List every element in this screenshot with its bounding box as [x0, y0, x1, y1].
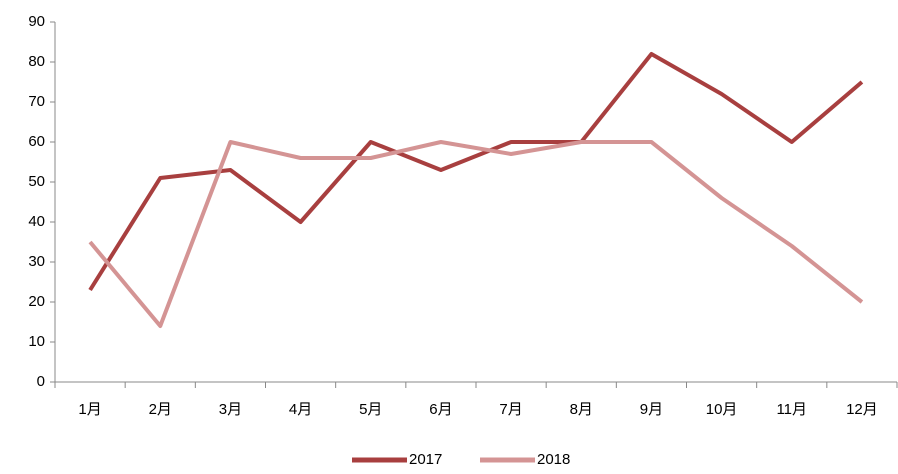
x-tick-label: 7月 — [499, 401, 522, 418]
y-tick-label: 60 — [28, 133, 45, 150]
legend-label: 2018 — [537, 451, 570, 468]
y-tick-label: 30 — [28, 253, 45, 270]
y-tick-label: 40 — [28, 213, 45, 230]
x-tick-label: 11月 — [776, 401, 807, 418]
y-tick-label: 90 — [28, 13, 45, 30]
x-tick-label: 3月 — [219, 401, 242, 418]
y-tick-label: 50 — [28, 173, 45, 190]
x-tick-label: 5月 — [359, 401, 382, 418]
x-tick-label: 10月 — [706, 401, 738, 418]
y-tick-label: 80 — [28, 53, 45, 70]
series-line — [88, 52, 864, 292]
y-tick-label: 10 — [28, 333, 45, 350]
y-tick-label: 0 — [37, 373, 45, 390]
x-tick-label: 9月 — [640, 401, 663, 418]
x-tick-label: 1月 — [78, 401, 101, 418]
y-tick-label: 70 — [28, 93, 45, 110]
x-tick-label: 2月 — [149, 401, 172, 418]
x-tick-label: 8月 — [570, 401, 593, 418]
legend-label: 2017 — [409, 451, 442, 468]
series-line — [88, 140, 864, 328]
x-tick-label: 6月 — [429, 401, 452, 418]
y-tick-label: 20 — [28, 293, 45, 310]
x-tick-label: 12月 — [846, 401, 878, 418]
x-tick-label: 4月 — [289, 401, 312, 418]
